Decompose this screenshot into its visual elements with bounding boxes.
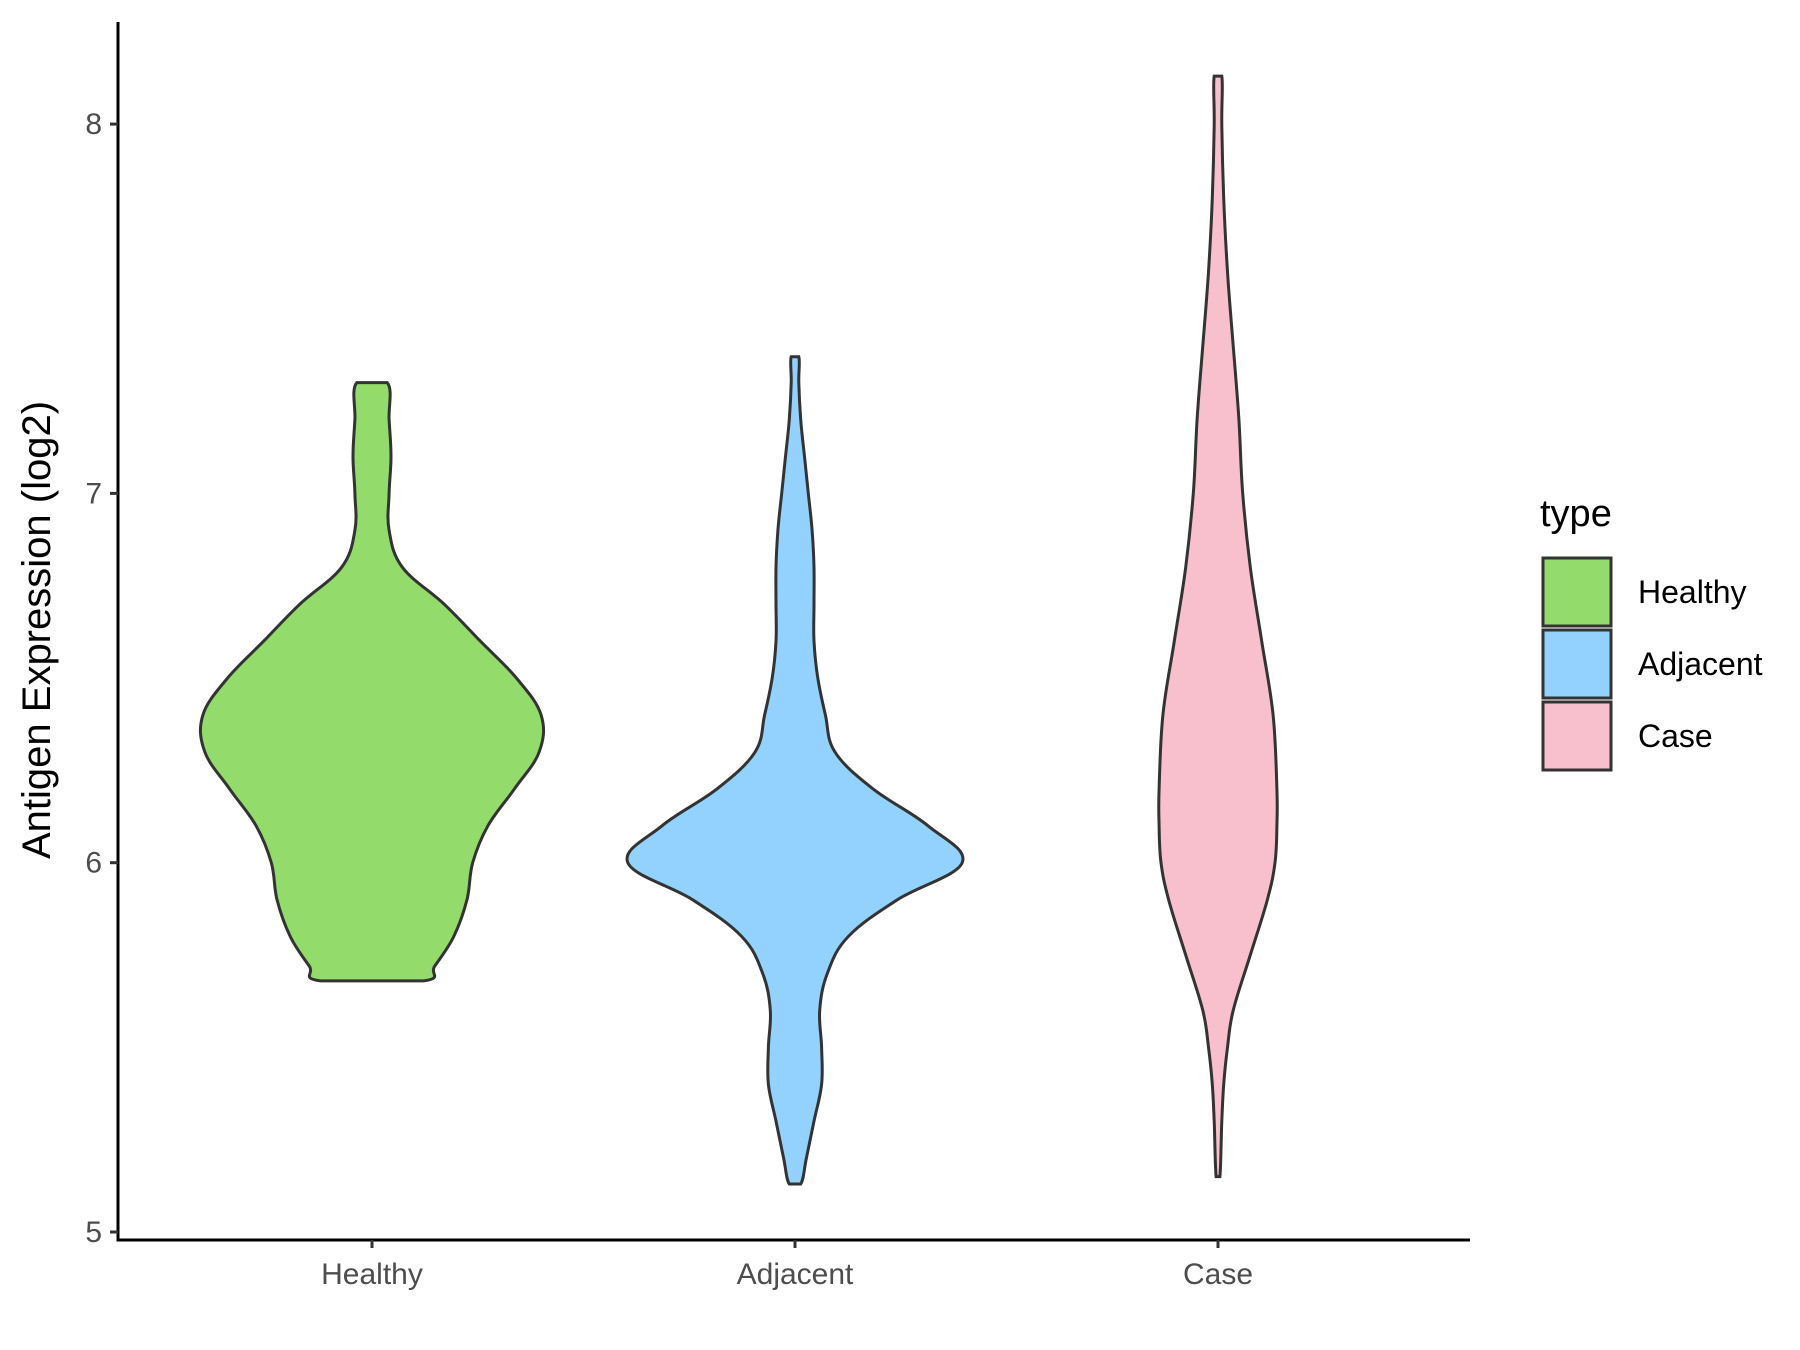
axis-lines [116, 22, 1470, 1242]
x-tick-label: Case [1183, 1258, 1253, 1291]
y-tick-label: 6 [85, 847, 102, 880]
violin-case [1157, 74, 1279, 1179]
y-tick-label: 7 [85, 477, 102, 510]
legend-label: Case [1638, 718, 1713, 754]
violins [198, 74, 1279, 1186]
y-axis-title: Antigen Expression (log2) [15, 401, 59, 859]
legend-label: Healthy [1638, 574, 1747, 610]
legend-title: type [1540, 493, 1612, 535]
legend: type Healthy Adjacent Case [1540, 493, 1763, 772]
violin-healthy [198, 381, 546, 983]
legend-key-adjacent [1541, 628, 1613, 700]
violin-adjacent [625, 355, 965, 1186]
legend-key-healthy [1541, 556, 1613, 628]
x-tick-label: Adjacent [737, 1258, 854, 1291]
y-tick-label: 8 [85, 108, 102, 141]
x-tick-label: Healthy [321, 1258, 423, 1291]
axes: 5 6 7 8 Healthy Adjacent Case [85, 22, 1470, 1291]
legend-label: Adjacent [1638, 646, 1763, 682]
y-tick-label: 5 [85, 1216, 102, 1249]
legend-key-case [1541, 700, 1613, 772]
